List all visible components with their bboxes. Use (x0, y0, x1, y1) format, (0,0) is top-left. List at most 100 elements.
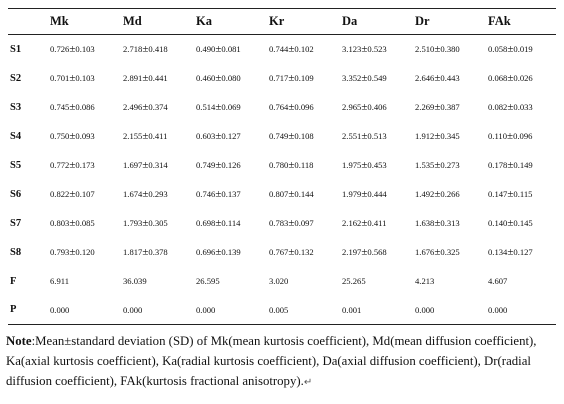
plus-minus-sign: ± (434, 246, 441, 258)
row-label: P (8, 295, 48, 325)
cell-mean: 0.082 (488, 102, 508, 112)
cell-sd: 0.096 (513, 131, 533, 141)
table-row: S7 0.803±0.085 1.793±0.305 0.698±0.114 0.783… (8, 209, 556, 238)
plus-minus-sign: ± (434, 43, 441, 56)
cell-mean: 0.745 (50, 102, 70, 112)
plus-minus-sign: ± (142, 159, 149, 171)
table-cell: 2.510±0.380 (413, 35, 486, 64)
cell-sd: 0.387 (440, 102, 460, 112)
table-row: S2 0.701±0.103 2.891±0.441 0.460±0.080 0.717… (8, 64, 556, 93)
cell-sd: 0.411 (367, 218, 387, 228)
note-label: Note (6, 334, 32, 348)
table-cell: 0.110±0.096 (486, 122, 556, 151)
plus-minus-sign: ± (142, 101, 149, 113)
table-cell: 0.698±0.114 (194, 209, 267, 238)
cell-mean: 0.749 (196, 160, 216, 170)
cell-sd: 0.374 (148, 102, 168, 112)
cell-mean: 0.803 (50, 218, 70, 228)
table-cell: 1.975±0.453 (340, 151, 413, 180)
plus-minus-sign: ± (361, 43, 368, 56)
cell-mean: 1.979 (342, 189, 362, 199)
cell-sd: 0.523 (367, 44, 387, 55)
table-cell: 2.551±0.513 (340, 122, 413, 151)
cell-mean: 4.607 (488, 276, 508, 286)
header-cell-kr: Kr (267, 8, 340, 35)
table-cell: 0.793±0.120 (48, 238, 121, 267)
table-row: S4 0.750±0.093 2.155±0.411 0.603±0.127 0.749… (8, 122, 556, 151)
table-cell: 0.514±0.069 (194, 93, 267, 122)
cell-sd: 0.137 (221, 189, 241, 199)
table-cell: 0.058±0.019 (486, 35, 556, 64)
cell-sd: 0.173 (75, 160, 95, 170)
cell-mean: 0.822 (50, 189, 70, 199)
table-cell: 0.750±0.093 (48, 122, 121, 151)
cell-sd: 0.139 (221, 247, 241, 257)
table-cell: 0.000 (194, 295, 267, 325)
cell-mean: 1.912 (415, 131, 435, 141)
plus-minus-sign: ± (142, 130, 149, 142)
table-cell: 2.646±0.443 (413, 64, 486, 93)
header-cell-mk: Mk (48, 8, 121, 35)
cell-mean: 2.965 (342, 102, 362, 112)
cell-sd: 0.097 (294, 218, 314, 228)
plus-minus-sign: ± (215, 43, 222, 56)
cell-mean: 0.726 (50, 44, 70, 55)
table-cell: 1.697±0.314 (121, 151, 194, 180)
header-cell-empty (8, 8, 48, 35)
plus-minus-sign: ± (69, 43, 76, 56)
cell-sd: 0.411 (148, 131, 168, 141)
cell-sd: 0.108 (294, 131, 314, 141)
cell-mean: 0.147 (488, 189, 508, 199)
cell-mean: 36.039 (123, 276, 147, 286)
plus-minus-sign: ± (361, 130, 368, 142)
cell-mean: 0.807 (269, 189, 289, 199)
table-cell: 0.807±0.144 (267, 180, 340, 209)
cell-sd: 0.568 (367, 247, 387, 257)
table-cell: 0.744±0.102 (267, 35, 340, 64)
cell-mean: 0.780 (269, 160, 289, 170)
cell-mean: 0.110 (488, 131, 508, 141)
cell-mean: 0.764 (269, 102, 289, 112)
cell-sd: 0.453 (367, 160, 387, 170)
cell-mean: 1.793 (123, 218, 143, 228)
cell-mean: 2.510 (415, 44, 435, 55)
cell-sd: 0.549 (367, 73, 387, 83)
cell-mean: 0.746 (196, 189, 216, 199)
plus-minus-sign: ± (142, 72, 149, 84)
plus-minus-sign: ± (142, 188, 149, 200)
table-row: S3 0.745±0.086 2.496±0.374 0.514±0.069 0.764… (8, 93, 556, 122)
cell-mean: 0.783 (269, 218, 289, 228)
cell-mean: 4.213 (415, 276, 435, 286)
plus-minus-sign: ± (69, 246, 76, 258)
plus-minus-sign: ± (361, 101, 368, 113)
table-cell: 0.726±0.103 (48, 35, 121, 64)
cell-mean: 0.000 (123, 304, 143, 315)
cell-mean: 0.068 (488, 73, 508, 83)
table-body: S1 0.726±0.103 2.718±0.418 0.490±0.081 0.744… (8, 35, 556, 325)
row-label: S5 (10, 159, 22, 171)
plus-minus-sign: ± (142, 246, 149, 258)
table-cell: 2.496±0.374 (121, 93, 194, 122)
plus-minus-sign: ± (434, 72, 441, 84)
row-label: S4 (10, 130, 22, 142)
plus-minus-sign: ± (69, 217, 76, 229)
header-cell-da: Da (340, 8, 413, 35)
table-row: P 0.000 0.000 0.000 0.005 0.001 0.000 0.000 (8, 295, 556, 325)
row-label: S7 (10, 217, 22, 229)
table-cell: 0.000 (413, 295, 486, 325)
table-cell: 0.082±0.033 (486, 93, 556, 122)
table-cell: 2.891±0.441 (121, 64, 194, 93)
cell-sd: 0.513 (367, 131, 387, 141)
cell-sd: 0.441 (148, 73, 168, 83)
table-cell: 0.000 (121, 295, 194, 325)
table-cell: 0.783±0.097 (267, 209, 340, 238)
plus-minus-sign: ± (507, 246, 514, 258)
table-cell: 2.718±0.418 (121, 35, 194, 64)
cell-sd: 0.096 (294, 102, 314, 112)
plus-minus-sign: ± (507, 130, 514, 142)
plus-minus-sign: ± (288, 217, 295, 229)
cell-mean: 0.717 (269, 73, 289, 83)
cell-sd: 0.114 (221, 218, 241, 228)
plus-minus-sign: ± (288, 43, 295, 56)
cell-mean: 2.197 (342, 247, 362, 257)
